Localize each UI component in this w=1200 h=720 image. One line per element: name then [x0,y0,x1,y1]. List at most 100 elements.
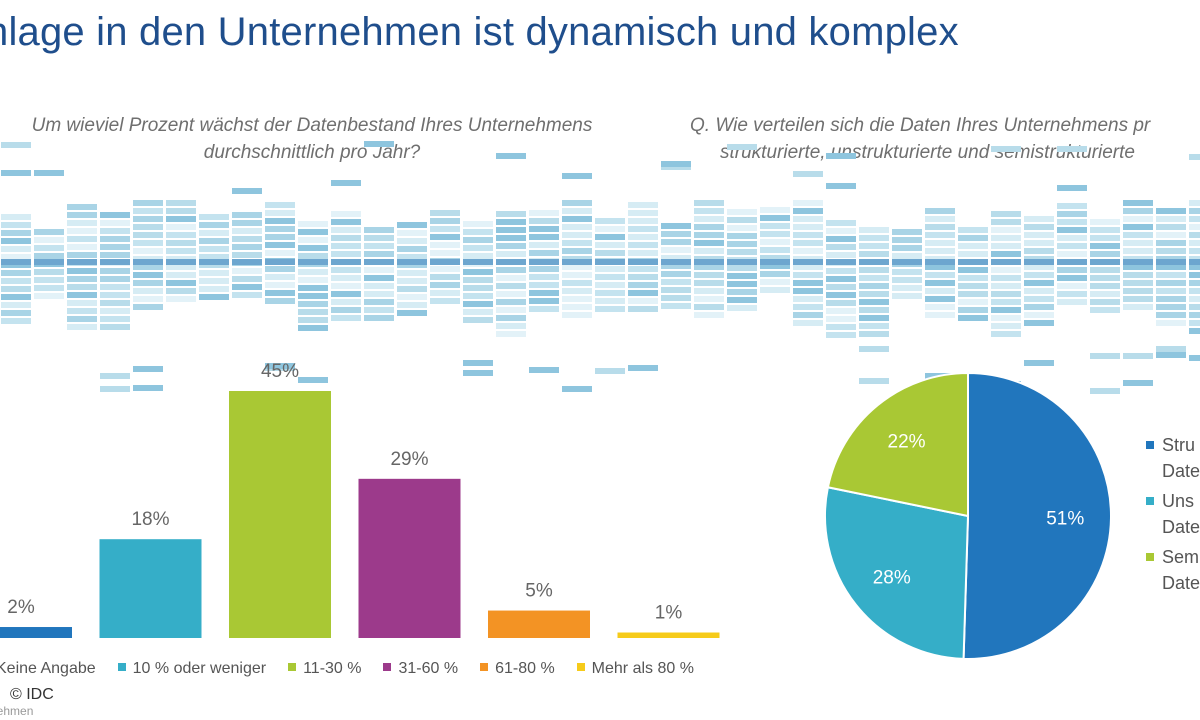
band-tile [595,242,625,248]
band-tile [364,283,394,289]
band-tile [232,220,262,226]
band-tile [628,274,658,280]
band-tile [760,223,790,229]
band-tile-dark [397,259,427,265]
band-tile [34,269,64,275]
band-tile [892,229,922,235]
band-tile [34,229,64,235]
pie-legend-item-semistructured: Sem Date [1146,544,1200,596]
band-tile-stray [298,377,328,383]
band-tile [1156,224,1186,230]
band-tile [529,210,559,216]
band-tile [331,251,361,257]
legend-swatch [1146,497,1154,505]
band-tile-dark [859,259,889,265]
pie-label-3: 22% [888,432,926,453]
band-tile-dark [331,259,361,265]
band-tile [232,284,262,290]
band-tile [727,273,757,279]
bar-6 [617,632,720,638]
legend-swatch [1146,441,1154,449]
band-tile [661,231,691,237]
band-tile-dark [496,259,526,265]
band-tile [892,237,922,243]
band-tile [826,252,856,258]
band-tile [628,226,658,232]
band-tile [430,242,460,248]
band-tile [529,282,559,288]
band-tile [397,238,427,244]
band-tile [100,268,130,274]
band-tile [925,272,955,278]
band-tile [760,247,790,253]
band-tile [529,290,559,296]
band-tile [826,308,856,314]
band-tile [760,207,790,213]
band-tile [562,232,592,238]
band-tile [628,298,658,304]
band-tile [661,255,691,261]
band-tile [595,250,625,256]
band-tile [1057,267,1087,273]
band-tile [1123,272,1153,278]
band-tile [628,202,658,208]
band-tile [925,248,955,254]
band-tile [67,300,97,306]
page-title: nlage in den Unternehmen ist dynamisch u… [0,10,959,54]
band-tile [958,235,988,241]
band-tile-dark [760,259,790,265]
band-tile [1057,203,1087,209]
band-tile [463,221,493,227]
bar-legend-item-6: Mehr als 80 % [576,660,694,678]
bar-legend-item-5: 61-80 % [480,660,555,678]
band-tile [1189,208,1200,214]
band-tile [628,210,658,216]
band-tile [1090,291,1120,297]
band-tile [364,275,394,281]
band-tile-stray [133,366,163,372]
band-tile [661,287,691,293]
band-tile [529,218,559,224]
band-tile [67,308,97,314]
pie-chart-legend: Stru Date Uns Date Sem Date [1146,432,1200,600]
band-tile [1057,275,1087,281]
band-tile [265,282,295,288]
band-tile [1057,219,1087,225]
band-tile [34,237,64,243]
band-tile [298,229,328,235]
band-tile [67,244,97,250]
band-tile [463,229,493,235]
band-tile [1057,227,1087,233]
pie-label-1: 51% [1046,509,1084,530]
band-tile [1189,200,1200,206]
band-tile [496,267,526,273]
band-tile [958,283,988,289]
band-tile [727,249,757,255]
band-tile [166,248,196,254]
band-tile [463,277,493,283]
legend-swatch [383,663,392,671]
band-tile [496,307,526,313]
band-tile [1024,304,1054,310]
band-tile [826,300,856,306]
band-tile [397,222,427,228]
band-tile-dark [1,259,31,265]
band-tile-dark [925,259,955,265]
band-tile [1,238,31,244]
bar-2 [99,539,202,638]
band-tile [595,266,625,272]
bar-label-3: 45% [261,361,299,382]
band-tile [793,288,823,294]
band-tile [859,283,889,289]
pie-legend-item-unstructured: Uns Date [1146,488,1200,540]
band-tile [760,287,790,293]
band-tile [793,320,823,326]
band-tile [793,304,823,310]
band-tile [793,280,823,286]
band-tile [694,232,724,238]
band-tile [430,210,460,216]
band-tile [793,240,823,246]
copyright-notice: © IDC [10,686,54,703]
band-tile [166,280,196,286]
band-tile [1123,248,1153,254]
